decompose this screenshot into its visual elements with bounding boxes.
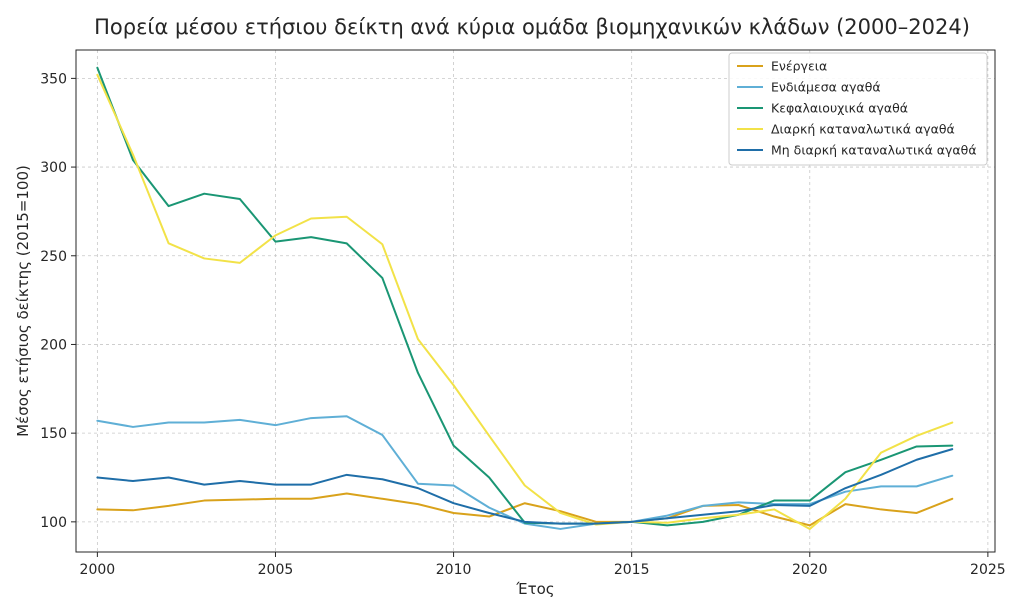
series-lines — [96, 66, 954, 530]
series-line-3 — [96, 73, 954, 530]
x-tick-label-0: 2000 — [80, 562, 116, 578]
y-axis-label: Μέσος ετήσιος δείκτης (2015=100) — [14, 165, 32, 437]
legend-entry-0: Ενέργεια — [771, 59, 827, 74]
legend: Ενέργεια Ενδιάμεσα αγαθά Κεφαλαιουχικά αγα… — [728, 52, 988, 166]
y-tick-label-1: 150 — [40, 426, 67, 442]
y-tick-label-4: 300 — [40, 160, 67, 176]
x-axis-label: Έτος — [515, 580, 554, 598]
x-axis-ticks: 2000 2005 2010 2015 2020 2025 — [80, 552, 1006, 578]
x-tick-label-3: 2015 — [614, 562, 650, 578]
legend-entry-4: Μη διαρκή καταναλωτικά αγαθά — [771, 143, 977, 158]
legend-box — [728, 52, 988, 166]
legend-entry-3: Διαρκή καταναλωτικά αγαθά — [771, 122, 955, 137]
x-tick-label-2: 2010 — [436, 562, 472, 578]
chart-title: Πορεία μέσου ετήσιου δείκτη ανά κύρια ομ… — [94, 15, 970, 39]
legend-entry-1: Ενδιάμεσα αγαθά — [771, 80, 881, 95]
x-tick-label-1: 2005 — [258, 562, 294, 578]
y-tick-label-0: 100 — [40, 515, 67, 531]
y-tick-label-5: 350 — [40, 71, 67, 87]
series-line-0 — [96, 492, 954, 527]
plot-frame — [75, 49, 996, 553]
x-tick-label-5: 2025 — [970, 562, 1006, 578]
legend-entry-2: Κεφαλαιουχικά αγαθά — [771, 101, 908, 116]
y-tick-label-3: 250 — [40, 249, 67, 265]
series-line-1 — [96, 415, 954, 530]
y-tick-label-2: 200 — [40, 337, 67, 353]
series-line-4 — [96, 448, 954, 525]
y-axis-ticks: 100 150 200 250 300 350 — [40, 71, 76, 531]
x-tick-label-4: 2020 — [792, 562, 828, 578]
